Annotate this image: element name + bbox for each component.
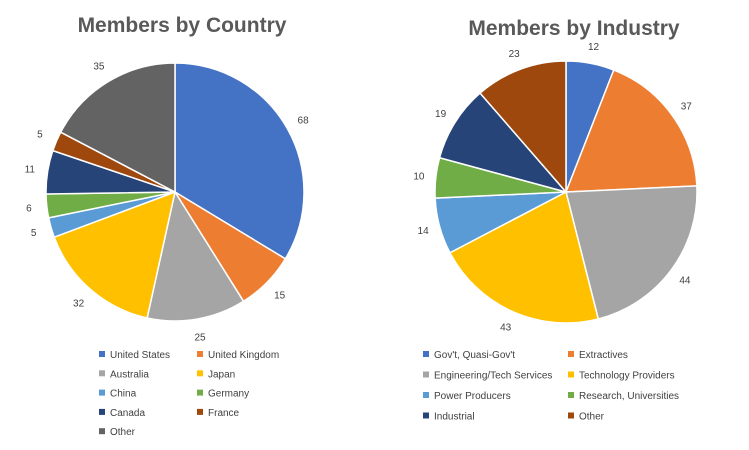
legend-item-extractives: Extractives	[568, 350, 628, 361]
legend-swatch	[197, 370, 203, 377]
legend: Gov't, Quasi-Gov't Extractives Engineering…	[423, 350, 679, 423]
legend-swatch	[99, 351, 105, 357]
legend-label: China	[110, 389, 137, 400]
legend-label: Canada	[110, 408, 145, 419]
legend-item-other: Other	[99, 427, 136, 438]
chart-title: Members by Country	[78, 14, 287, 37]
pie-slice-industrial	[438, 92, 569, 194]
chart-title: Members by Industry	[468, 17, 680, 40]
legend-label: Technology Providers	[579, 371, 675, 382]
legend-label: Gov't, Quasi-Gov't	[434, 350, 515, 361]
legend-item-united-states: United States	[99, 350, 170, 361]
legend-label: United States	[110, 350, 170, 361]
legend-swatch	[99, 428, 105, 435]
legend-swatch	[568, 392, 574, 398]
legend-item-other: Other	[568, 412, 605, 423]
legend-item-canada: Canada	[99, 408, 145, 419]
legend-swatch	[197, 389, 203, 396]
data-label-industrial: 19	[435, 109, 447, 120]
data-label-other: 23	[509, 49, 521, 60]
legend-item-japan: Japan	[197, 369, 235, 380]
data-labels: 68 15 25 32 5 6 11 5 35	[25, 62, 309, 344]
legend-swatch	[568, 351, 574, 357]
data-label-united-states: 68	[298, 115, 310, 126]
legend-item-china: China	[99, 389, 137, 400]
data-label-australia: 25	[194, 332, 206, 343]
data-label-gov-t-quasi-gov-t: 12	[588, 42, 600, 53]
legend-swatch	[423, 412, 429, 419]
legend-label: Japan	[208, 369, 235, 380]
data-label-canada: 11	[25, 165, 36, 176]
legend-label: Industrial	[434, 412, 475, 423]
legend-swatch	[99, 408, 105, 415]
pie-slice-japan	[53, 190, 177, 319]
pie-slice-engineering-tech-services	[565, 185, 698, 320]
pie-slice-extractives	[564, 69, 698, 193]
legend-item-engineering-tech-services: Engineering/Tech Services	[423, 371, 552, 382]
pie-slice-other	[479, 60, 567, 195]
data-label-germany: 6	[26, 204, 32, 215]
legend-label: France	[208, 408, 240, 419]
legend-item-industrial: Industrial	[423, 412, 475, 423]
legend-swatch	[423, 351, 429, 357]
legend-label: Other	[579, 412, 605, 423]
legend-swatch	[197, 351, 203, 357]
legend-swatch	[568, 412, 574, 419]
pie-slice-united-states	[174, 62, 305, 260]
legend-item-france: France	[197, 408, 240, 419]
data-label-engineering-tech-services: 44	[679, 276, 691, 287]
data-label-research-universities: 10	[413, 171, 425, 182]
data-label-france: 5	[37, 130, 43, 141]
data-label-technology-providers: 43	[500, 323, 512, 334]
data-label-other: 35	[93, 62, 105, 73]
data-label-japan: 32	[73, 299, 85, 310]
legend-item-australia: Australia	[99, 369, 149, 380]
legend-swatch	[568, 371, 574, 378]
pie-chart-industry: Members by Industry 12 37 44 43 14 10 19 23 Gov…	[413, 17, 698, 423]
data-label-power-producers: 14	[418, 226, 430, 237]
legend-label: Extractives	[579, 350, 628, 361]
legend-item-united-kingdom: United Kingdom	[197, 350, 279, 361]
legend-swatch	[99, 389, 105, 396]
legend-label: United Kingdom	[208, 350, 279, 361]
legend-label: Other	[110, 427, 136, 438]
legend-label: Australia	[110, 369, 149, 380]
legend-swatch	[423, 371, 429, 378]
legend-swatch	[423, 392, 429, 398]
legend-item-gov-t-quasi-gov-t: Gov't, Quasi-Gov't	[423, 350, 515, 361]
legend-swatch	[197, 408, 203, 415]
legend-label: Research, Universities	[579, 391, 679, 402]
legend-swatch	[99, 370, 105, 377]
legend-item-germany: Germany	[197, 389, 249, 400]
data-label-united-kingdom: 15	[274, 291, 286, 302]
pie-slice-australia	[146, 190, 245, 322]
legend-item-power-producers: Power Producers	[423, 391, 511, 402]
legend-label: Engineering/Tech Services	[434, 371, 552, 382]
pie-slice-other	[59, 62, 176, 194]
pie-slices	[434, 60, 698, 324]
data-labels: 12 37 44 43 14 10 19 23	[413, 42, 692, 334]
legend: United States United Kingdom Australia Japa…	[99, 350, 279, 438]
pie-slice-technology-providers	[448, 190, 600, 324]
legend-label: Germany	[208, 389, 249, 400]
legend-label: Power Producers	[434, 391, 511, 402]
pie-slices	[45, 62, 305, 322]
legend-item-research-universities: Research, Universities	[568, 391, 679, 402]
legend-item-technology-providers: Technology Providers	[568, 371, 675, 382]
data-label-china: 5	[31, 228, 37, 239]
data-label-extractives: 37	[681, 101, 693, 112]
pie-chart-country: Members by Country 68 15 25 32 5 6 11 5 35 Unite…	[25, 14, 309, 438]
